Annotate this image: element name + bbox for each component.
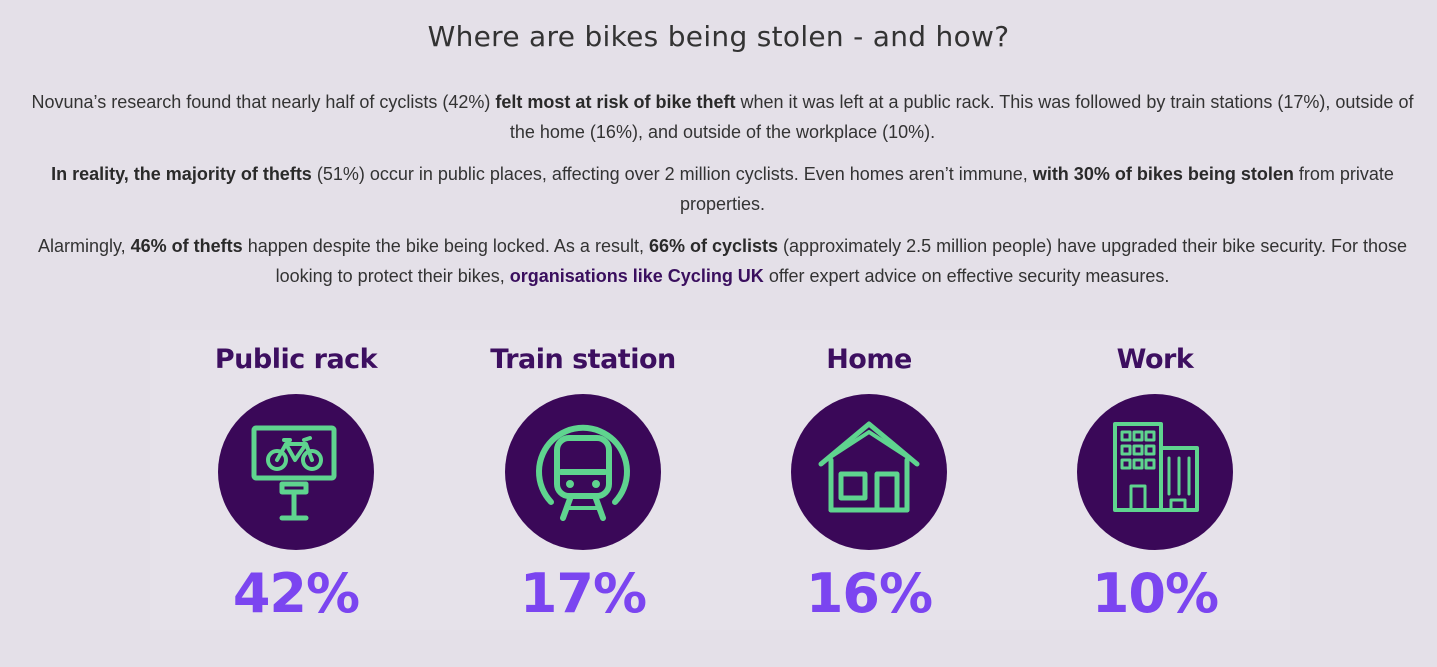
cycling-uk-link[interactable]: organisations like Cycling UK: [509, 266, 764, 286]
stat-label: Work: [1116, 344, 1194, 375]
stat-value: 17%: [519, 562, 647, 625]
paragraph-reality: In reality, the majority of thefts (51%)…: [51, 164, 1394, 214]
stat-value: 42%: [232, 562, 360, 625]
theft-location-infographic: Public rack 42% Train station: [150, 330, 1290, 630]
bike-rack-icon: [218, 394, 374, 550]
paragraph-perceived-risk: Novuna’s research found that nearly half…: [31, 92, 1414, 142]
paragraph-locked-thefts: Alarmingly, 46% of thefts happen despite…: [37, 236, 1408, 286]
page-title: Where are bikes being stolen - and how?: [427, 20, 1010, 53]
train-icon: [505, 394, 661, 550]
stat-value: 16%: [805, 562, 933, 625]
office-building-icon: [1077, 394, 1233, 550]
stat-label: Home: [826, 344, 912, 375]
stat-value: 10%: [1091, 562, 1219, 625]
house-icon: [791, 394, 947, 550]
intro-text: Novuna’s research found that nearly half…: [24, 87, 1421, 303]
stat-label: Train station: [490, 344, 676, 375]
stat-label: Public rack: [214, 344, 378, 375]
